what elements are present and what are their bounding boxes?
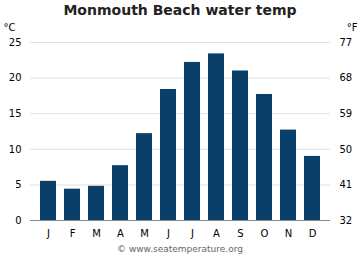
- svg-text:J: J: [46, 228, 50, 239]
- svg-text:0: 0: [15, 215, 21, 226]
- svg-text:J: J: [190, 228, 194, 239]
- svg-text:D: D: [309, 228, 317, 239]
- svg-text:°C: °C: [4, 22, 16, 33]
- svg-text:S: S: [237, 228, 243, 239]
- html-text:Monmouth Beach water temp: Monmouth Beach water temp: [63, 2, 297, 18]
- svg-text:20: 20: [9, 72, 22, 83]
- svg-text:77: 77: [340, 37, 353, 48]
- svg-text:F: F: [70, 228, 76, 239]
- svg-text:5: 5: [15, 179, 21, 190]
- svg-text:10: 10: [9, 144, 22, 155]
- svg-text:M: M: [92, 228, 101, 239]
- svg-text:M: M: [140, 228, 149, 239]
- svg-text:O: O: [261, 228, 269, 239]
- svg-text:J: J: [166, 228, 170, 239]
- svg-text:N: N: [285, 228, 292, 239]
- svg-text:32: 32: [340, 215, 353, 226]
- svg-text:41: 41: [340, 179, 353, 190]
- svg-text:25: 25: [9, 37, 22, 48]
- svg-text:59: 59: [340, 108, 353, 119]
- svg-text:A: A: [213, 228, 220, 239]
- svg-text:15: 15: [9, 108, 22, 119]
- svg-text:68: 68: [340, 72, 353, 83]
- svg-text:A: A: [117, 228, 124, 239]
- svg-text:50: 50: [340, 144, 353, 155]
- svg-text:°F: °F: [347, 22, 358, 33]
- html-text:© www.seatemperature.org: © www.seatemperature.org: [117, 244, 243, 254]
